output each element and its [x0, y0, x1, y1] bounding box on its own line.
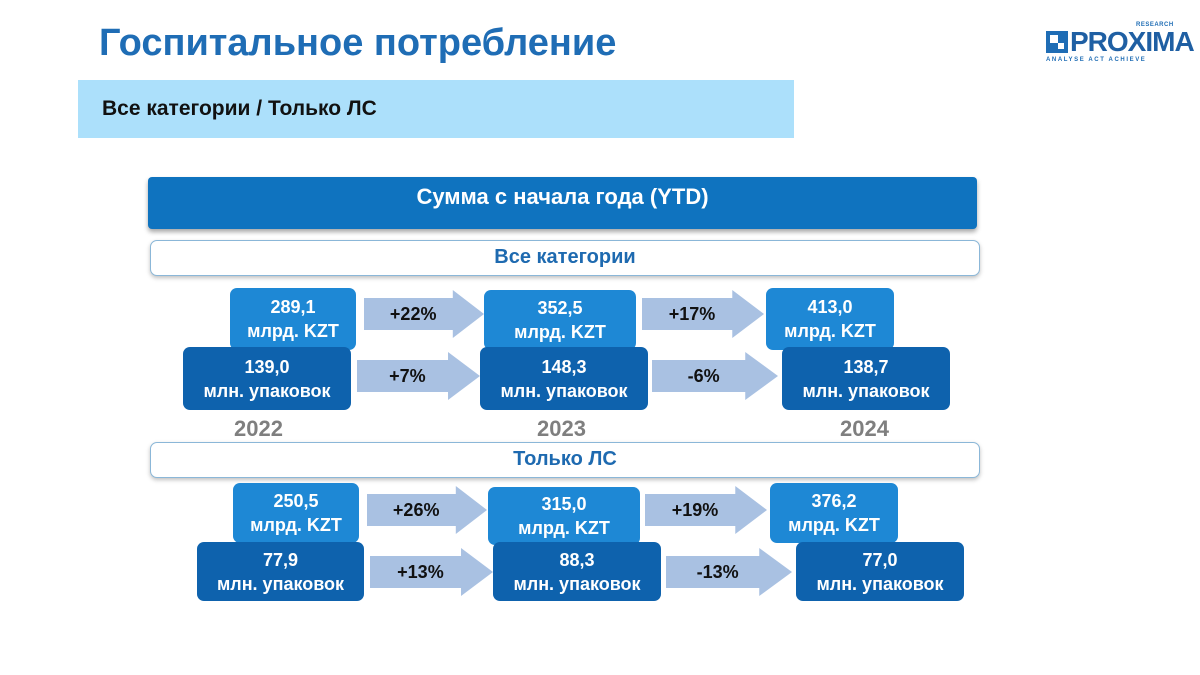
change-label: -13% [696, 561, 739, 582]
change-arrow-all-money-2: +17% [642, 290, 764, 338]
ytd-header: Сумма с начала года (YTD) [148, 177, 977, 229]
change-arrow-ls-money-2: +19% [645, 486, 767, 534]
value: 315,0 [541, 494, 587, 514]
change-label: +7% [389, 365, 426, 386]
arrow-icon [357, 352, 480, 400]
value-box-all-packs-2024: 138,7 млн. упаковок [782, 347, 950, 410]
arrow-icon [364, 290, 484, 338]
change-arrow-ls-packs-2: -13% [666, 548, 792, 596]
year-label-2024: 2024 [840, 416, 889, 441]
unit: млн. упаковок [216, 573, 345, 594]
change-label: -6% [687, 365, 720, 386]
unit: млрд. KZT [250, 515, 342, 535]
change-label: +19% [671, 499, 719, 520]
unit: млрд. KZT [247, 321, 339, 341]
value: 413,0 [807, 297, 853, 317]
value-box-ls-money-2024: 376,2 млрд. KZT [770, 483, 898, 543]
unit: млрд. KZT [514, 322, 606, 342]
value-box-all-packs-2023: 148,3 млн. упаковок [480, 347, 648, 410]
arrow-icon [370, 548, 493, 596]
value-box-ls-packs-2022: 77,9 млн. упаковок [197, 542, 364, 601]
value-box-all-money-2023: 352,5 млрд. KZT [484, 290, 636, 350]
value-box-ls-packs-2024: 77,0 млн. упаковок [796, 542, 964, 601]
value-box-ls-money-2022: 250,5 млрд. KZT [233, 483, 359, 543]
unit: млрд. KZT [788, 515, 880, 535]
unit: млн. упаковок [802, 380, 930, 401]
year-label-2022: 2022 [234, 416, 283, 441]
change-arrow-ls-packs-1: +13% [370, 548, 493, 596]
arrow-icon [666, 548, 792, 596]
value: 352,5 [537, 298, 583, 318]
logo-superscript: RESEARCH [1136, 22, 1174, 28]
value: 77,0 [862, 549, 898, 570]
proxima-logo-icon [1046, 31, 1068, 53]
unit: млн. упаковок [203, 380, 331, 401]
change-arrow-all-packs-2: -6% [652, 352, 778, 400]
change-arrow-ls-money-1: +26% [367, 486, 487, 534]
change-label: +26% [392, 499, 440, 520]
value: 250,5 [273, 491, 319, 511]
change-arrow-all-packs-1: +7% [357, 352, 480, 400]
value: 289,1 [270, 297, 316, 317]
section-header-ls: Только ЛС [150, 442, 980, 478]
arrow-icon [652, 352, 778, 400]
unit: млн. упаковок [513, 573, 641, 594]
value-box-all-money-2022: 289,1 млрд. KZT [230, 288, 356, 350]
arrow-icon [367, 486, 487, 534]
value-box-ls-packs-2023: 88,3 млн. упаковок [493, 542, 661, 601]
change-label: +13% [397, 561, 444, 582]
arrow-icon [642, 290, 764, 338]
value: 148,3 [541, 356, 587, 377]
logo-tagline: ANALYSE ACT ACHIEVE [1046, 57, 1147, 63]
value: 77,9 [262, 549, 299, 570]
year-label-2023: 2023 [537, 416, 586, 441]
unit: млн. упаковок [816, 573, 944, 594]
proxima-logo: RESEARCH PROXIMA ANALYSE ACT ACHIEVE [1046, 22, 1195, 68]
value-box-all-money-2024: 413,0 млрд. KZT [766, 288, 894, 350]
unit: млрд. KZT [518, 518, 610, 538]
value: 376,2 [811, 491, 857, 511]
section-header-all: Все категории [150, 240, 980, 276]
value-box-all-packs-2022: 139,0 млн. упаковок [183, 347, 351, 410]
arrow-icon [645, 486, 767, 534]
subtitle: Все категории / Только ЛС [102, 97, 377, 120]
logo-name: PROXIMA [1070, 26, 1195, 57]
page-title: Госпитальное потребление [99, 22, 617, 64]
value: 88,3 [559, 549, 595, 570]
change-label: +22% [389, 303, 437, 324]
value: 139,0 [244, 356, 290, 377]
unit: млн. упаковок [500, 380, 628, 401]
change-arrow-all-money-1: +22% [364, 290, 484, 338]
unit: млрд. KZT [784, 321, 876, 341]
change-label: +17% [668, 303, 716, 324]
value-box-ls-money-2023: 315,0 млрд. KZT [488, 487, 640, 545]
subtitle-band: Все категории / Только ЛС [78, 80, 794, 138]
value: 138,7 [843, 356, 889, 377]
